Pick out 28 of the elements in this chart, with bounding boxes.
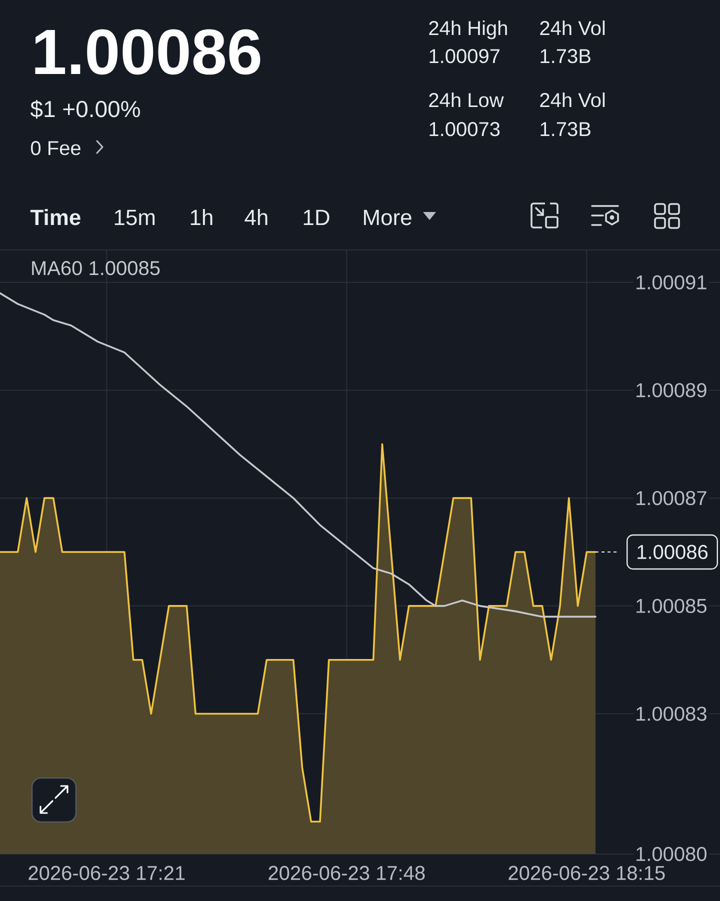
chart-subtitle: $1 +0.00% bbox=[30, 100, 140, 119]
text: 0 Fee bbox=[30, 141, 80, 156]
text: Time bbox=[30, 209, 80, 226]
text: 1.73B bbox=[540, 122, 590, 136]
y-tick-label: 1.00087 bbox=[636, 490, 706, 506]
y-tick-label: 1.00085 bbox=[636, 598, 706, 613]
text: 24h Vol bbox=[540, 92, 605, 108]
text: More bbox=[364, 210, 412, 226]
text: 15m bbox=[114, 210, 155, 226]
text: 1.00073 bbox=[430, 122, 500, 136]
text: 24h Vol bbox=[540, 20, 605, 36]
x-tick-label: 2026-06-23 17:48 bbox=[268, 866, 425, 880]
x-tick-label: 2026-06-23 17:21 bbox=[28, 866, 185, 880]
ref-line-label: 1.00086 bbox=[638, 544, 708, 560]
text: 1D bbox=[304, 210, 330, 225]
text: 24h High bbox=[429, 20, 507, 40]
text: 1.00097 bbox=[430, 49, 500, 64]
text: 4h bbox=[244, 209, 268, 225]
series-label: MA60 1.00085 bbox=[32, 261, 160, 276]
y-tick-label: 1.00080 bbox=[636, 846, 707, 862]
chart-title: 1.00086 bbox=[35, 29, 260, 75]
y-tick-label: 1.00091 bbox=[636, 275, 706, 290]
text: 1h bbox=[190, 209, 212, 225]
x-tick-label: 2026-06-23 18:15 bbox=[508, 866, 665, 880]
text: 1.73B bbox=[540, 49, 590, 64]
y-tick-label: 1.00083 bbox=[636, 706, 706, 721]
y-tick-label: 1.00089 bbox=[636, 383, 706, 398]
text: 24h Low bbox=[429, 92, 504, 108]
